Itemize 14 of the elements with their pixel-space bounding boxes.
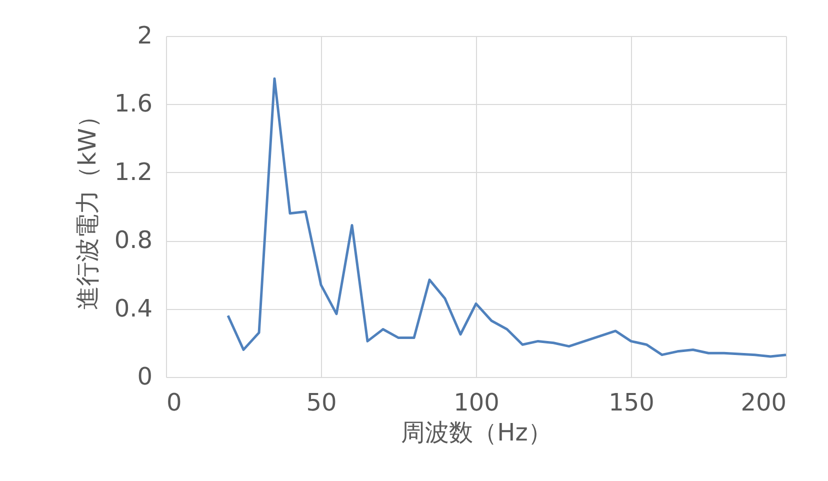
x-axis-title: 周波数（Hz） bbox=[401, 418, 552, 446]
y-tick-label: 0.8 bbox=[114, 226, 152, 254]
y-axis-title: 進行波電力（kW） bbox=[73, 104, 102, 310]
y-tick-label: 0 bbox=[137, 362, 152, 390]
x-tick-label: 200 bbox=[740, 388, 786, 416]
y-tick-label: 1.6 bbox=[114, 90, 152, 118]
x-tick-label: 150 bbox=[608, 388, 654, 416]
x-tick-label: 50 bbox=[306, 388, 337, 416]
x-tick-label: 100 bbox=[454, 388, 500, 416]
y-tick-label: 0.4 bbox=[114, 294, 152, 322]
line-series bbox=[226, 77, 788, 358]
y-tick-label: 2 bbox=[137, 22, 152, 50]
y-tick-label: 1.2 bbox=[114, 158, 152, 186]
x-tick-label: 0 bbox=[166, 388, 182, 416]
